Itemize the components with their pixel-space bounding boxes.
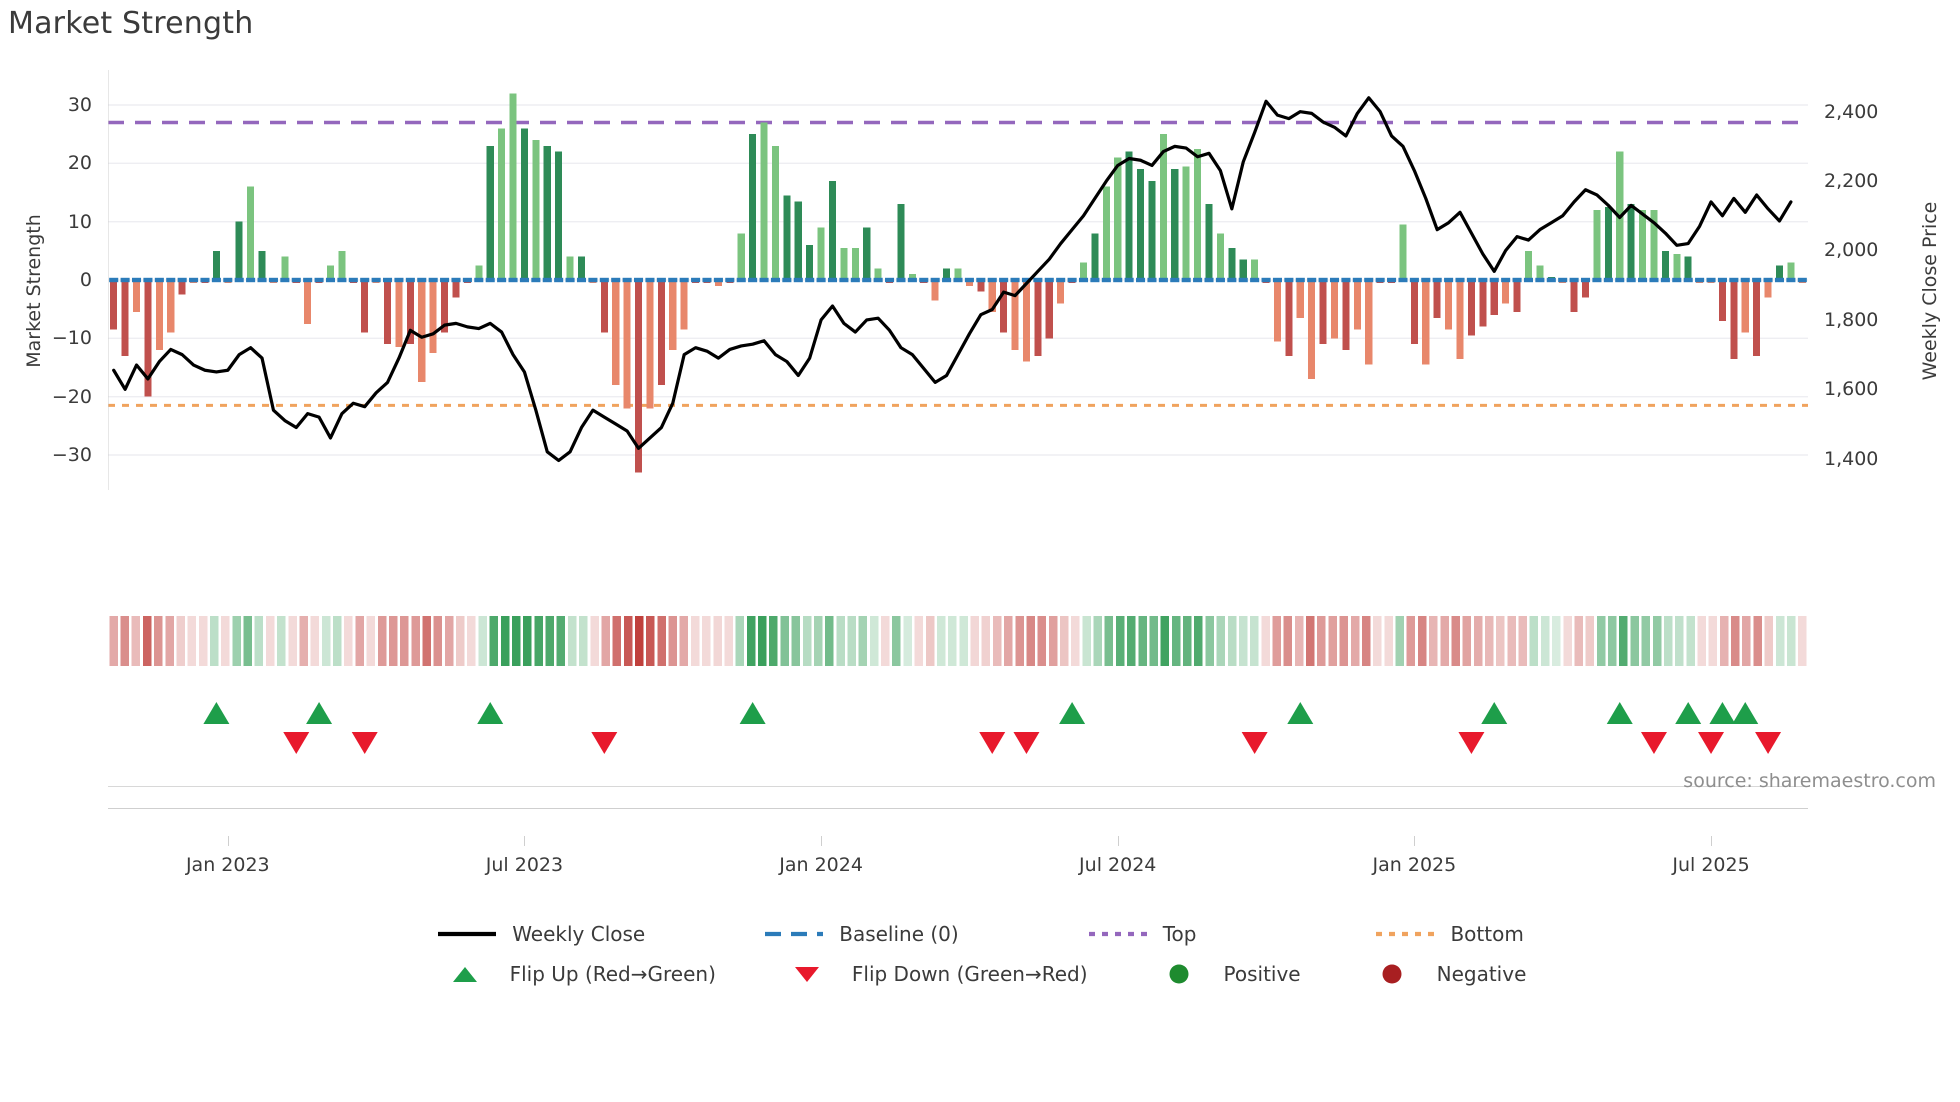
legend-item-positive[interactable]: Positive (1148, 962, 1301, 986)
x-axis-tick-mark (1711, 836, 1713, 846)
y-left-tick: −30 (51, 444, 92, 466)
weekly-close-line (112, 96, 1793, 463)
legend-row-markers: Flip Up (Red→Green) Flip Down (Green→Red)… (0, 962, 1960, 986)
market-strength-chart (108, 70, 1808, 490)
x-axis-tick: Jan 2023 (185, 854, 270, 876)
strength-heatmap-strip (108, 612, 1808, 670)
heatmap-ribbon (109, 616, 1807, 666)
y-axis-left-title: Market Strength (23, 214, 45, 368)
legend-item-baseline-0[interactable]: Baseline (0) (763, 922, 959, 946)
page-title: Market Strength (8, 6, 254, 41)
legend-label: Bottom (1450, 922, 1524, 946)
legend-label: Positive (1223, 962, 1301, 986)
triangle-down-icon (794, 967, 819, 982)
chart-plot-area (108, 70, 1808, 490)
baseline-markers (109, 277, 1807, 283)
y-left-tick: 0 (79, 269, 92, 291)
x-axis-tick: Jul 2025 (1672, 854, 1750, 876)
dashed-line-swatch (765, 931, 824, 937)
legend-item-negative[interactable]: Negative (1361, 962, 1527, 986)
x-axis-tick-mark (1117, 836, 1119, 846)
y-right-tick: 1,600 (1824, 378, 1879, 401)
y-right-tick: 1,400 (1824, 447, 1879, 470)
legend-item-top[interactable]: Top (1087, 922, 1197, 946)
x-axis-tick-mark (227, 836, 229, 846)
reference-lines (108, 120, 1808, 407)
y-left-tick: −20 (51, 385, 92, 408)
circle-icon (1382, 964, 1402, 984)
x-axis-tick-mark (524, 836, 526, 846)
flip-marker-row (108, 690, 1808, 760)
y-right-tick: 2,400 (1824, 100, 1879, 123)
y-right-tick: 2,000 (1824, 239, 1879, 262)
y-axis-right-title: Weekly Close Price (1919, 201, 1941, 381)
source-attribution: source: sharemaestro.com (1683, 770, 1936, 792)
legend-label: Negative (1436, 962, 1527, 986)
flip-row-rule (108, 786, 1808, 787)
flip-markers (203, 702, 1782, 754)
legend-item-flip-up-red-green[interactable]: Flip Up (Red→Green) (434, 962, 716, 986)
legend-label: Baseline (0) (839, 922, 959, 946)
x-axis-tick-mark (821, 836, 823, 846)
x-axis-tick: Jan 2024 (779, 854, 863, 876)
triangle-up-icon (452, 967, 477, 982)
legend-label: Weekly Close (512, 922, 646, 946)
x-axis-ticks: Jan 2023 Jul 2023 Jan 2024 Jul 2024 Jan 2025… (0, 836, 1960, 876)
legend-row-primary: Weekly Close Baseline (0) Top Bottom (0, 922, 1960, 946)
dotted-line-swatch (1376, 931, 1435, 937)
legend-item-flip-down-green-red[interactable]: Flip Down (Green→Red) (776, 962, 1088, 986)
legend-label: Flip Down (Green→Red) (851, 962, 1088, 986)
dotted-line-swatch (1088, 931, 1147, 937)
x-axis-tick: Jan 2025 (1372, 854, 1457, 876)
y-left-tick: 10 (67, 210, 92, 233)
y-right-tick: 2,200 (1824, 170, 1879, 193)
x-axis-spine (108, 808, 1808, 809)
chart-legend: Weekly Close Baseline (0) Top Bottom Flip U… (0, 922, 1960, 1002)
legend-label: Flip Up (Red→Green) (509, 962, 716, 986)
x-axis-tick-mark (1414, 836, 1416, 846)
solid-line-swatch (438, 931, 497, 937)
legend-label: Top (1162, 922, 1197, 946)
circle-icon (1169, 964, 1189, 984)
y-left-tick: −10 (51, 327, 92, 350)
y-left-tick: 20 (67, 152, 92, 175)
strength-bars (110, 93, 1806, 473)
legend-item-weekly-close[interactable]: Weekly Close (436, 922, 645, 946)
x-axis-tick: Jul 2023 (485, 854, 564, 876)
y-right-tick: 1,800 (1824, 308, 1879, 331)
y-left-tick: 30 (67, 94, 92, 116)
x-axis-tick: Jul 2024 (1079, 854, 1157, 876)
legend-item-bottom[interactable]: Bottom (1374, 922, 1524, 946)
